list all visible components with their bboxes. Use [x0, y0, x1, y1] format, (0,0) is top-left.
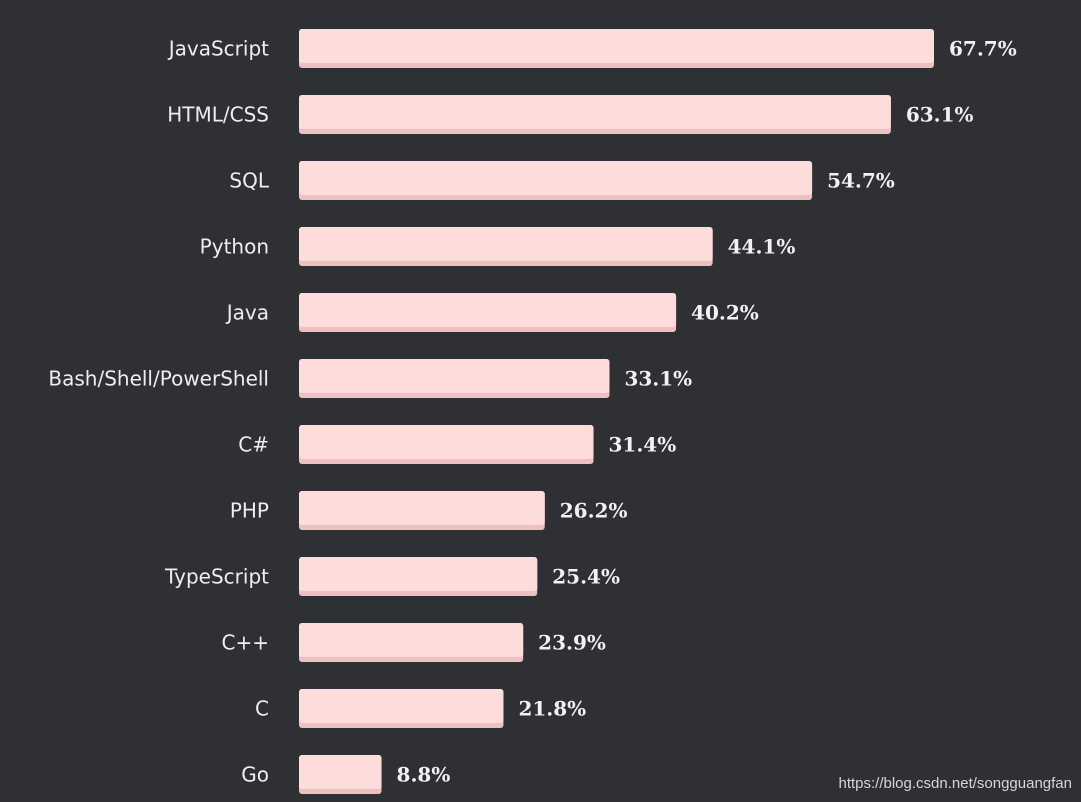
bar-c [299, 623, 524, 657]
category-label-typescript: TypeScript [164, 565, 269, 589]
value-label-html-css: 63.1% [906, 103, 974, 127]
value-label-go: 8.8% [397, 763, 451, 787]
value-label-typescript: 25.4% [552, 565, 620, 589]
category-label-php: PHP [230, 499, 269, 523]
bar-row-c: C++ 23.9% [222, 623, 606, 662]
value-label-c: 23.9% [538, 631, 606, 655]
bar-row-html-css: HTML/CSS 63.1% [167, 95, 974, 134]
value-label-javascript: 67.7% [949, 37, 1017, 61]
bar-row-go: Go 8.8% [241, 755, 450, 794]
category-label-bash-shell-powershell: Bash/Shell/PowerShell [48, 367, 269, 391]
bar-sql [299, 161, 813, 195]
bar-row-c: C# 31.4% [238, 425, 676, 464]
category-label-c: C++ [222, 631, 269, 655]
category-label-java: Java [225, 301, 269, 325]
bar-row-javascript: JavaScript 67.7% [167, 29, 1017, 68]
value-label-java: 40.2% [691, 301, 759, 325]
value-label-python: 44.1% [728, 235, 796, 259]
bar-html-css [299, 95, 891, 129]
bar-row-java: Java 40.2% [225, 293, 759, 332]
bar-row-php: PHP 26.2% [230, 491, 628, 530]
bar-go [299, 755, 382, 789]
watermark-text: https://blog.csdn.net/songguangfan [838, 775, 1072, 792]
bar-c [299, 425, 594, 459]
bar-row-bash-shell-powershell: Bash/Shell/PowerShell 33.1% [48, 359, 692, 398]
value-label-c: 21.8% [518, 697, 586, 721]
value-label-php: 26.2% [560, 499, 628, 523]
bar-row-c: C 21.8% [255, 689, 586, 728]
category-label-javascript: JavaScript [167, 37, 269, 61]
category-label-sql: SQL [229, 169, 269, 193]
bar-c [299, 689, 504, 723]
category-label-python: Python [200, 235, 269, 259]
bar-row-typescript: TypeScript 25.4% [164, 557, 620, 596]
category-label-c: C# [238, 433, 269, 457]
bar-row-python: Python 44.1% [200, 227, 796, 266]
bar-python [299, 227, 713, 261]
bar-javascript [299, 29, 934, 63]
category-label-html-css: HTML/CSS [167, 103, 269, 127]
bar-typescript [299, 557, 538, 591]
bar-php [299, 491, 545, 525]
bar-row-sql: SQL 54.7% [229, 161, 895, 200]
category-label-go: Go [241, 763, 269, 787]
bar-java [299, 293, 677, 327]
value-label-sql: 54.7% [827, 169, 895, 193]
value-label-bash-shell-powershell: 33.1% [624, 367, 692, 391]
bar-bash-shell-powershell [299, 359, 610, 393]
category-label-c: C [255, 697, 269, 721]
value-label-c: 31.4% [609, 433, 677, 457]
